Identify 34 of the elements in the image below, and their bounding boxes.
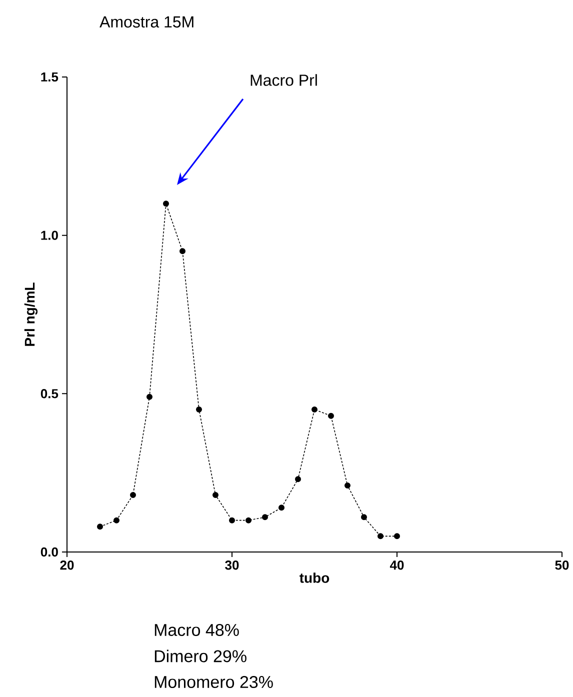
annotation: Macro Prl <box>250 74 317 86</box>
point <box>262 514 268 520</box>
point <box>394 533 400 540</box>
x-tick-label: 20 <box>60 560 74 570</box>
y-tick-label: 1.0 <box>41 230 58 240</box>
y-tick-label: 1.5 <box>41 72 58 82</box>
x-axis-title: tubo <box>300 572 330 583</box>
y-tick-label: 0.0 <box>40 547 58 557</box>
point <box>344 482 350 488</box>
text: Dimero 29% <box>154 650 246 662</box>
x-tick-label: 50 <box>555 560 569 570</box>
point <box>377 533 384 540</box>
point <box>162 200 169 207</box>
y-axis-title: Prl ng/mL <box>24 282 38 346</box>
point <box>179 248 186 254</box>
point <box>245 517 252 524</box>
point <box>196 406 202 412</box>
x-tick-label: 30 <box>225 560 239 570</box>
point <box>212 492 218 498</box>
point <box>114 517 120 524</box>
point <box>228 517 235 524</box>
chart-title: Amostra 15M <box>100 16 194 28</box>
point <box>294 476 301 482</box>
point <box>96 524 103 530</box>
text: Macro 48% <box>154 624 239 636</box>
point <box>311 406 318 412</box>
y-tick-label: 0.5 <box>40 389 58 398</box>
x-tick-label: 40 <box>390 560 404 570</box>
text: Monomero 23% <box>154 676 273 688</box>
point <box>146 394 152 400</box>
point <box>278 504 284 511</box>
point <box>130 492 136 498</box>
point <box>328 412 334 419</box>
point <box>360 514 367 520</box>
